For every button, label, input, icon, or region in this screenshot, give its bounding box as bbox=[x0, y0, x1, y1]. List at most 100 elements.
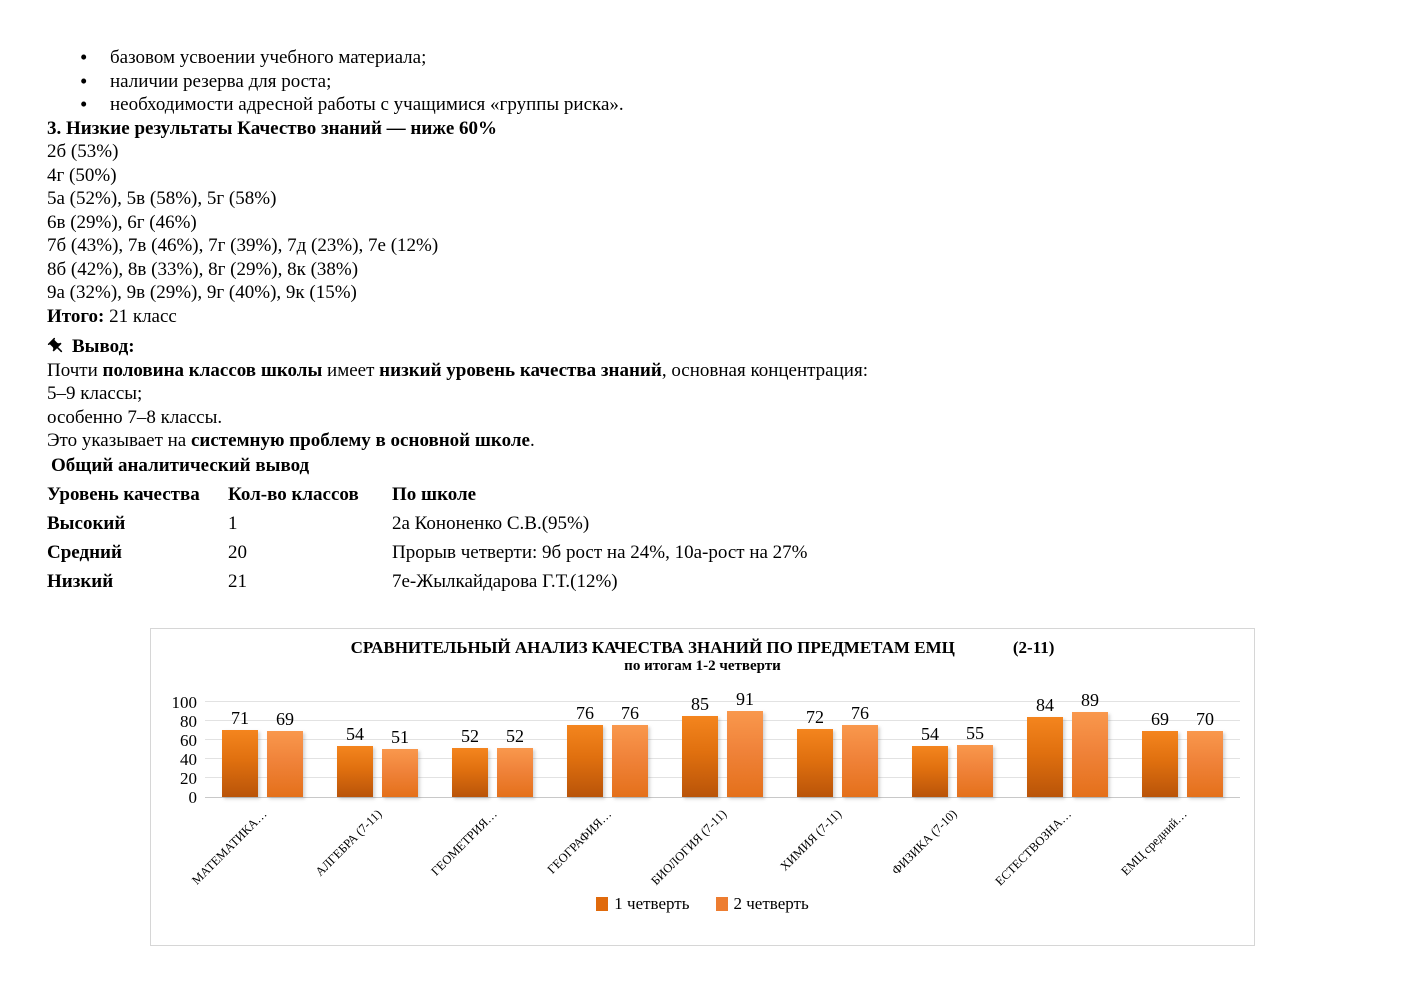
bar-group: 54 55 bbox=[912, 723, 993, 797]
bar-group: 76 76 bbox=[567, 703, 648, 797]
chart-title-suffix: (2-11) bbox=[1012, 638, 1055, 657]
summary-text: . bbox=[529, 430, 535, 451]
x-axis-label-cell: ХИМИЯ (7-11) bbox=[778, 798, 895, 890]
conclusion-label: Вывод: bbox=[72, 336, 135, 357]
x-axis-label: ГЕОГРАФИЯ… bbox=[544, 806, 615, 877]
bar-value-label: 55 bbox=[966, 722, 984, 743]
table-cell-note: Прорыв четверти: 9б рост на 24%, 10а-рос… bbox=[392, 542, 808, 563]
gridline bbox=[205, 777, 1240, 778]
bar-wrap: 51 bbox=[382, 727, 418, 797]
summary-text: имеет bbox=[322, 359, 380, 381]
bar-group: 52 52 bbox=[452, 726, 533, 797]
x-axis-label-cell: ГЕОМЕТРИЯ… bbox=[428, 798, 550, 890]
summary-line-1: Почти половина классов школы имеет низки… bbox=[47, 359, 1377, 383]
bullet-item: базовом усвоении учебного материала; bbox=[80, 46, 1377, 70]
legend-swatch-icon bbox=[715, 896, 728, 911]
bar-wrap: 54 bbox=[912, 724, 948, 797]
bar-wrap: 52 bbox=[497, 726, 533, 797]
total-line: Итого: 21 класс bbox=[47, 305, 1377, 329]
bar-series-1 bbox=[452, 747, 488, 797]
bar-group: 85 91 bbox=[682, 689, 763, 797]
bar-wrap: 72 bbox=[797, 707, 833, 797]
bar-wrap: 91 bbox=[727, 689, 763, 797]
gridline bbox=[205, 720, 1240, 721]
bar-value-label: 76 bbox=[851, 702, 869, 723]
bar-wrap: 54 bbox=[337, 724, 373, 797]
y-axis-tick-label: 80 bbox=[180, 712, 197, 731]
bar-value-label: 89 bbox=[1081, 690, 1099, 711]
legend-label: 2 четверть bbox=[733, 894, 809, 913]
bar-value-label: 51 bbox=[391, 726, 409, 747]
table-cell-count: 1 bbox=[228, 513, 238, 534]
bar-value-label: 85 bbox=[691, 694, 709, 715]
gridline bbox=[205, 758, 1240, 759]
class-result-line: 2б (53%) bbox=[47, 141, 119, 162]
total-value: 21 класс bbox=[104, 305, 177, 327]
bar-wrap: 69 bbox=[267, 709, 303, 797]
y-axis-tick-label: 20 bbox=[180, 769, 197, 788]
bar-value-label: 70 bbox=[1196, 708, 1214, 729]
bar-value-label: 69 bbox=[276, 709, 294, 730]
summary-line-3: особенно 7–8 классы. bbox=[47, 406, 223, 428]
bar-series-2 bbox=[842, 724, 878, 797]
bar-series-1 bbox=[337, 745, 373, 797]
bar-value-label: 52 bbox=[506, 725, 524, 746]
table-cell-note: 7е-Жылкайдарова Г.Т.(12%) bbox=[392, 571, 618, 592]
x-axis-label-cell: ЕМЦ средний… bbox=[1118, 798, 1240, 890]
bar-wrap: 89 bbox=[1072, 690, 1108, 797]
class-result-line: 9а (32%), 9в (29%), 9г (40%), 9к (15%) bbox=[47, 282, 357, 303]
bar-series-2 bbox=[382, 748, 418, 797]
table-header: Кол-во классов bbox=[228, 484, 359, 505]
bar-series-1 bbox=[1027, 717, 1063, 797]
y-axis-tick-label: 40 bbox=[180, 750, 197, 769]
summary-text: Почти bbox=[47, 359, 103, 381]
bar-wrap: 55 bbox=[957, 723, 993, 797]
class-result-line: 6в (29%), 6г (46%) bbox=[47, 211, 197, 233]
bar-group: 71 69 bbox=[222, 708, 303, 797]
bar-value-label: 72 bbox=[806, 706, 824, 727]
comparison-bar-chart: СРАВНИТЕЛЬНЫЙ АНАЛИЗ КАЧЕСТВА ЗНАНИЙ ПО … bbox=[150, 628, 1255, 946]
class-result-line: 8б (42%), 8в (33%), 8г (29%), 8к (38%) bbox=[47, 258, 359, 280]
table-cell-note: 2а Кононенко С.В.(95%) bbox=[392, 513, 590, 534]
y-axis: 0 20 40 60 80 100 bbox=[165, 694, 205, 807]
bar-series-1 bbox=[1142, 731, 1178, 797]
table-header: По школе bbox=[392, 484, 477, 505]
pushpin-icon bbox=[47, 337, 66, 356]
legend-item: 1 четверть bbox=[596, 892, 690, 916]
x-axis-labels: МАТЕМАТИКА… АЛГЕБРА (7-11) ГЕОМЕТРИЯ… ГЕОГР… bbox=[189, 798, 1240, 890]
class-result-line: 4г (50%) bbox=[47, 164, 117, 186]
conclusion-heading: Вывод: bbox=[47, 335, 1377, 359]
bar-series-2 bbox=[727, 710, 763, 797]
summary-line-4: Это указывает на системную проблему в ос… bbox=[47, 429, 1377, 453]
plot-area: 71 69 54 51 52 52 76 76 85 91 72 76 54 55 84 89 69 70 bbox=[205, 689, 1240, 798]
legend-item: 2 четверть bbox=[715, 892, 809, 916]
bar-group: 84 89 bbox=[1027, 690, 1108, 797]
y-axis-tick-label: 60 bbox=[180, 731, 197, 750]
chart-legend: 1 четверть 2 четверть bbox=[151, 892, 1254, 916]
x-axis-label-cell: АЛГЕБРА (7-11) bbox=[312, 798, 435, 890]
x-axis-label-cell: БИОЛОГИЯ (7-11) bbox=[648, 798, 780, 890]
bar-wrap: 71 bbox=[222, 708, 258, 797]
y-axis-tick-label: 100 bbox=[171, 693, 198, 712]
total-label: Итого: bbox=[47, 305, 105, 327]
x-axis-label: АЛГЕБРА (7-11) bbox=[312, 806, 385, 879]
bar-series-2 bbox=[612, 724, 648, 797]
document-body: базовом усвоении учебного материала; нал… bbox=[47, 46, 1377, 594]
table-cell-level: Средний bbox=[47, 542, 122, 563]
bar-value-label: 69 bbox=[1151, 709, 1169, 730]
bar-value-label: 54 bbox=[346, 723, 364, 744]
bar-wrap: 76 bbox=[842, 703, 878, 797]
table-header: Уровень качества bbox=[47, 484, 200, 505]
bar-series-1 bbox=[682, 716, 718, 797]
x-axis-label-cell: МАТЕМАТИКА… bbox=[189, 798, 320, 890]
x-axis-label: МАТЕМАТИКА… bbox=[188, 806, 270, 888]
bar-value-label: 84 bbox=[1036, 695, 1054, 716]
x-axis-label-cell: ЕСТЕСТВОЗНА… bbox=[993, 798, 1125, 890]
summary-text-bold: низкий уровень качества знаний bbox=[379, 359, 662, 381]
bar-group: 54 51 bbox=[337, 724, 418, 797]
bar-wrap: 69 bbox=[1142, 709, 1178, 797]
class-result-line: 7б (43%), 7в (46%), 7г (39%), 7д (23%), … bbox=[47, 235, 439, 256]
bar-group: 72 76 bbox=[797, 703, 878, 797]
legend-swatch-icon bbox=[596, 896, 609, 911]
bar-value-label: 91 bbox=[736, 688, 754, 709]
